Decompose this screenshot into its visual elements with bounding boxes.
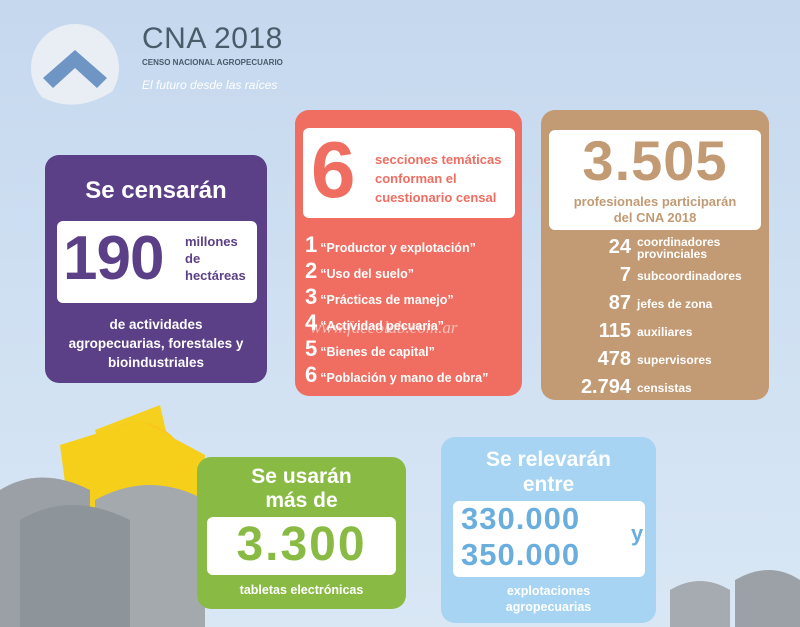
- role-label: jefes de zona: [637, 297, 713, 311]
- censaran-description: de actividades agropecuarias, forestales…: [45, 315, 267, 372]
- relevaran-number-1: 330.000: [461, 501, 581, 536]
- list-item: 7 subcoordinadores: [541, 264, 769, 292]
- profesionales-text: profesionales participarán del CNA 2018: [549, 194, 761, 226]
- list-item-label: “Uso del suelo”: [320, 267, 415, 281]
- relevaran-number-2: 350.000: [461, 537, 581, 572]
- role-label: subcoordinadores: [637, 269, 742, 283]
- secciones-text: secciones temáticas conforman el cuestio…: [375, 150, 501, 207]
- profesionales-header-box: 3.505 profesionales participarán del CNA…: [549, 129, 761, 230]
- relevaran-card: Se relevarán entre 330.000 y 350.000 exp…: [441, 437, 656, 623]
- role-count: 7: [619, 264, 631, 286]
- list-item: 5 “Bienes de capital”: [305, 336, 520, 362]
- list-item-number: 2: [305, 258, 318, 283]
- profesionales-number: 3.505: [582, 129, 728, 192]
- list-item-number: 1: [305, 232, 318, 257]
- list-item: 2.794 censistas: [541, 376, 769, 404]
- list-item: 2 “Uso del suelo”: [305, 258, 520, 284]
- logo-tagline: El futuro desde las raíces: [142, 78, 278, 92]
- censaran-unit-2: de: [185, 251, 201, 266]
- censaran-desc-3: bioindustriales: [107, 355, 205, 370]
- secciones-list: 1 “Productor y explotación” 2 “Uso del sue…: [305, 232, 520, 388]
- profesionales-text-1: profesionales participarán: [573, 194, 737, 209]
- relevaran-desc-1: explotaciones: [506, 584, 591, 598]
- role-label-2: provinciales: [637, 247, 708, 261]
- role-count: 2.794: [580, 376, 631, 398]
- logo-title: CNA 2018: [142, 22, 283, 55]
- silo-right-icon: [670, 570, 800, 627]
- relevaran-description: explotaciones agropecuarias: [441, 583, 656, 615]
- censaran-number-box: 190 millones de hectáreas: [57, 221, 257, 303]
- secciones-card: 6 secciones temáticas conforman el cuest…: [295, 110, 522, 396]
- relevaran-number-box: 330.000 y 350.000: [453, 501, 645, 577]
- censaran-unit-3: hectáreas: [185, 268, 246, 283]
- secciones-number: 6: [311, 125, 356, 214]
- list-item-label: “Bienes de capital”: [320, 345, 435, 359]
- list-item: 3 “Prácticas de manejo”: [305, 284, 520, 310]
- list-item-number: 5: [305, 336, 318, 361]
- list-item: 4 “Actividad pecuaria”: [305, 310, 520, 336]
- role-count: 24: [608, 236, 631, 258]
- role-count: 478: [597, 348, 631, 370]
- list-item: 24 coordinadores provinciales: [541, 236, 769, 264]
- tabletas-number-box: 3.300: [207, 517, 396, 575]
- relevaran-conjunction: y: [631, 521, 644, 546]
- tabletas-heading: Se usarán más de: [197, 465, 406, 513]
- list-item: 115 auxiliares: [541, 320, 769, 348]
- tabletas-number: 3.300: [236, 518, 367, 571]
- relevaran-heading: Se relevarán entre: [441, 447, 656, 497]
- censaran-unit-1: millones: [185, 234, 238, 249]
- list-item-label: “Actividad pecuaria”: [320, 319, 444, 333]
- logo-subtitle: CENSO NACIONAL AGROPECUARIO: [142, 58, 283, 67]
- secciones-text-2: conforman el: [375, 171, 457, 186]
- relevaran-desc-2: agropecuarias: [505, 600, 592, 614]
- list-item-number: 3: [305, 284, 318, 309]
- list-item: 478 supervisores: [541, 348, 769, 376]
- list-item-label: “Prácticas de manejo”: [320, 293, 454, 307]
- censaran-desc-1: de actividades: [109, 317, 203, 332]
- watermark: www.faccolab.com.ar: [310, 318, 458, 337]
- list-item: 1 “Productor y explotación”: [305, 232, 520, 258]
- censaran-heading: Se censarán: [85, 177, 227, 204]
- tabletas-heading-1: Se usarán: [251, 465, 352, 488]
- list-item: 87 jefes de zona: [541, 292, 769, 320]
- list-item-label: “Población y mano de obra”: [320, 371, 489, 385]
- role-count: 87: [608, 292, 631, 314]
- role-count: 115: [598, 320, 631, 342]
- censaran-unit: millones de hectáreas: [185, 233, 246, 284]
- profesionales-card: 3.505 profesionales participarán del CNA…: [541, 110, 769, 400]
- tabletas-heading-2: más de: [265, 489, 338, 512]
- list-item-number: 6: [305, 362, 318, 387]
- role-label: auxiliares: [637, 325, 693, 339]
- relevaran-heading-2: entre: [522, 473, 575, 496]
- censaran-desc-2: agropecuarias, forestales y: [68, 336, 244, 351]
- profesionales-text-2: del CNA 2018: [613, 210, 697, 225]
- censaran-card: Se censarán 190 millones de hectáreas de…: [45, 155, 267, 383]
- list-item-label: “Productor y explotación”: [320, 241, 476, 255]
- secciones-text-3: cuestionario censal: [375, 190, 497, 205]
- role-label-1: coordinadores: [637, 235, 721, 249]
- list-item: 6 “Población y mano de obra”: [305, 362, 520, 388]
- role-label: supervisores: [637, 353, 712, 367]
- secciones-header-box: 6 secciones temáticas conforman el cuest…: [303, 125, 515, 218]
- censaran-number: 190: [63, 224, 164, 293]
- cna-logo-icon: [31, 24, 120, 110]
- secciones-text-1: secciones temáticas: [375, 152, 502, 167]
- role-label: censistas: [637, 381, 692, 395]
- tabletas-description: tabletas electrónicas: [239, 583, 364, 597]
- list-item-number: 4: [305, 310, 318, 335]
- profesionales-roles: 24 coordinadores provinciales 7 subcoordi…: [541, 236, 769, 404]
- relevaran-heading-1: Se relevarán: [486, 448, 611, 471]
- silo-left-icon: [0, 477, 205, 627]
- role-label: coordinadores provinciales: [637, 236, 720, 260]
- tabletas-card: Se usarán más de 3.300 tabletas electrón…: [197, 457, 406, 609]
